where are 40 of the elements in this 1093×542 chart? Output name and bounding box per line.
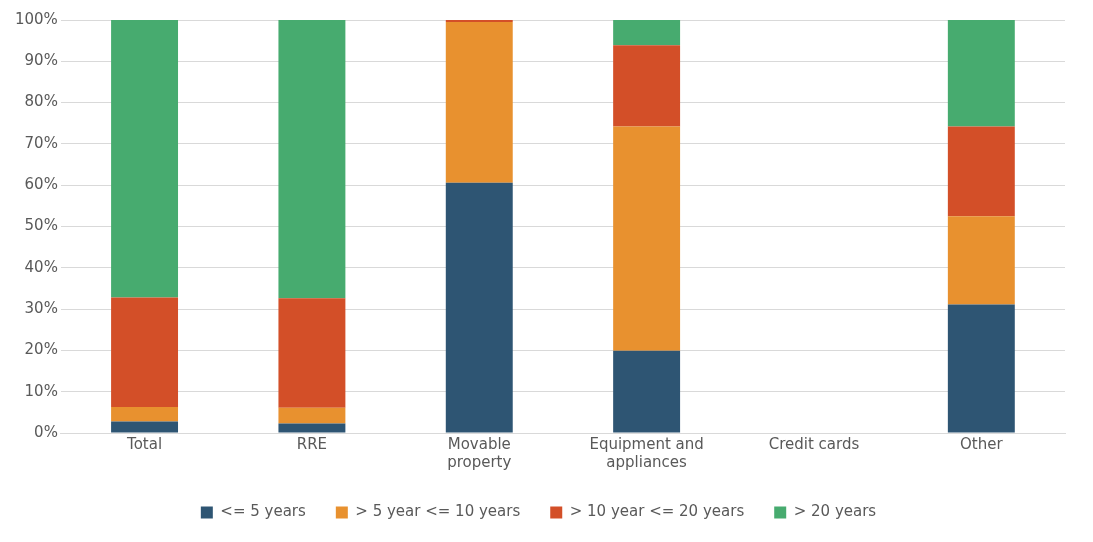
y-tick-label: 50% <box>24 216 58 235</box>
y-tick-label: 60% <box>24 175 58 194</box>
y-tick-label: 100% <box>14 9 58 28</box>
bar <box>278 298 346 408</box>
bar <box>111 421 179 433</box>
bar <box>111 297 179 407</box>
x-tick-label: Movable property <box>447 434 512 471</box>
y-tick-label: 40% <box>24 257 58 276</box>
bar <box>278 407 346 424</box>
bar <box>613 20 681 46</box>
bar <box>947 216 1015 305</box>
legend-label: <= 5 years <box>220 502 307 521</box>
y-tick-label: 70% <box>24 133 58 152</box>
x-tick-label: Equipment and appliances <box>589 434 704 471</box>
y-tick-label: 90% <box>24 51 58 70</box>
y-tick-label: 80% <box>24 92 58 111</box>
legend-label: > 10 year <= 20 years <box>569 502 745 521</box>
y-tick-label: 10% <box>24 381 58 400</box>
x-tick-label: Total <box>126 434 163 453</box>
bar <box>947 126 1015 217</box>
bar <box>111 406 179 422</box>
bar <box>445 20 513 23</box>
bar <box>278 423 346 433</box>
bar <box>947 304 1015 433</box>
y-tick-label: 20% <box>24 340 58 359</box>
legend-label: > 5 year <= 10 years <box>355 502 521 521</box>
bar <box>613 45 681 127</box>
bar <box>445 22 513 183</box>
bar <box>445 182 513 433</box>
bar <box>613 350 681 433</box>
bar <box>111 20 179 298</box>
y-tick-label: 30% <box>24 298 58 317</box>
x-tick-label: Other <box>960 434 1004 453</box>
y-tick-label: 0% <box>34 422 58 441</box>
legend-label: > 20 years <box>793 502 877 521</box>
x-tick-label: RRE <box>296 434 328 453</box>
bar <box>947 20 1015 127</box>
x-tick-label: Credit cards <box>768 434 860 453</box>
bar <box>613 126 681 351</box>
bar <box>278 20 346 299</box>
